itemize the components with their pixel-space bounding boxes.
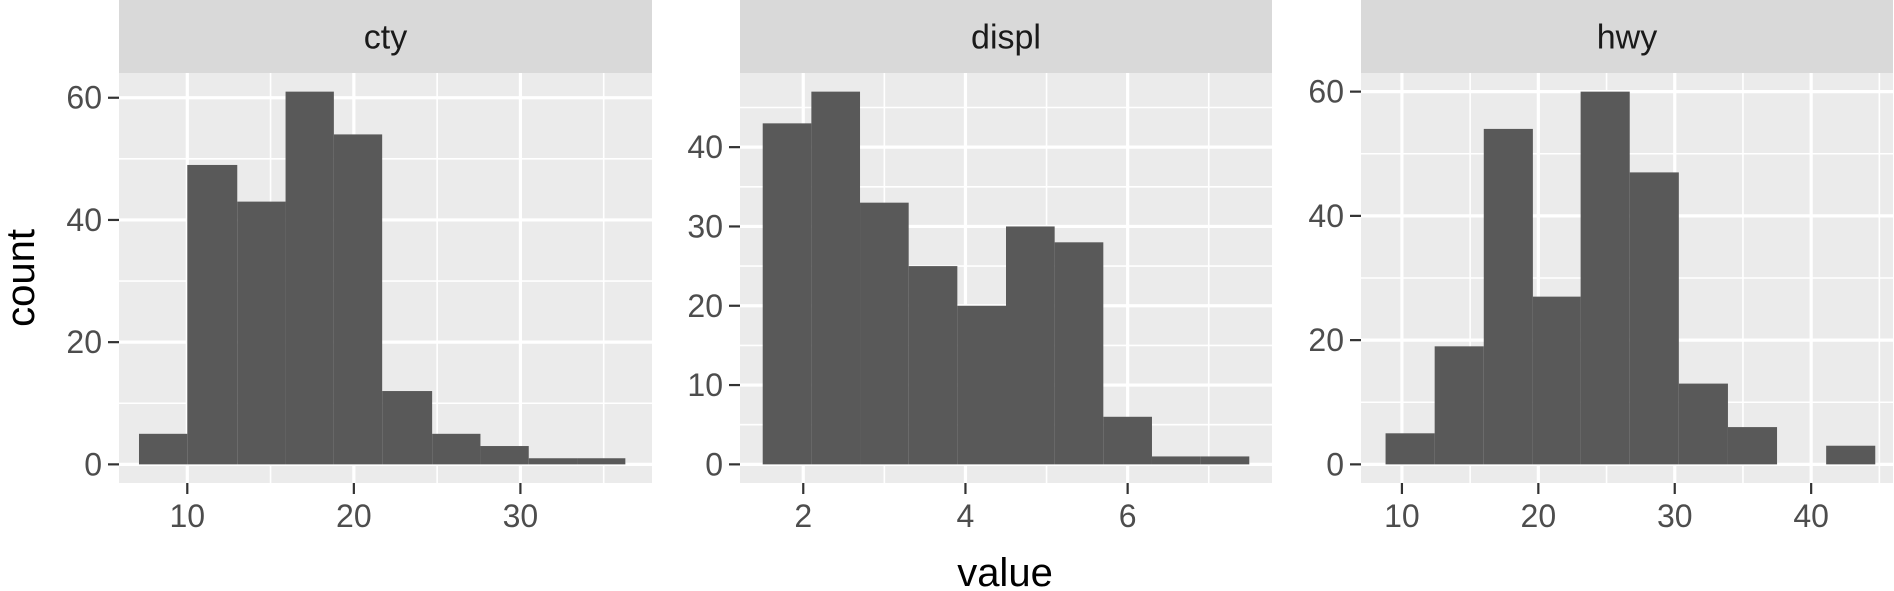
x-tick-label: 10 [169, 498, 205, 534]
y-tick-label: 20 [687, 288, 723, 324]
x-tick-label: 30 [503, 498, 539, 534]
histogram-bar [528, 458, 578, 465]
facet-strip [1361, 0, 1893, 73]
histogram-bar [1678, 383, 1728, 465]
histogram-bar [1826, 445, 1876, 465]
y-tick-label: 0 [705, 446, 723, 482]
histogram-bar [285, 91, 334, 465]
histogram-bar [1434, 346, 1484, 465]
x-tick-label: 20 [336, 498, 372, 534]
y-tick-label: 20 [1308, 322, 1344, 358]
facet-strip [119, 0, 652, 73]
histogram-bar [811, 91, 861, 465]
histogram-bar [187, 164, 238, 465]
histogram-bar [1006, 226, 1055, 465]
histogram-bar [762, 123, 812, 465]
x-tick-label: 30 [1657, 498, 1693, 534]
histogram-bar [860, 202, 909, 465]
facet-cty: cty 0 20 40 60 10 20 30 [66, 0, 652, 534]
y-tick-label: 30 [687, 208, 723, 244]
histogram-bar [1103, 416, 1152, 465]
x-axis-title: value [957, 551, 1053, 591]
histogram-bar [957, 305, 1006, 465]
y-tick-label: 40 [66, 202, 102, 238]
histogram-bar [237, 201, 286, 465]
histogram-bar [1483, 128, 1533, 465]
histogram-bar [1151, 456, 1201, 465]
facet-strip [740, 0, 1272, 73]
facet-strip-label: displ [971, 19, 1041, 57]
y-tick-label: 0 [84, 446, 102, 482]
y-tick-label: 60 [1308, 74, 1344, 110]
histogram-bar [382, 391, 433, 465]
histogram-bar [1200, 456, 1250, 465]
histogram-bar [577, 458, 626, 465]
y-tick-label: 40 [1308, 198, 1344, 234]
facet-displ: displ 0 10 20 30 40 2 4 6 [687, 0, 1272, 534]
y-tick-label: 40 [687, 129, 723, 165]
x-tick-label: 20 [1521, 498, 1557, 534]
histogram-bar [1532, 296, 1581, 465]
facet-hwy: hwy 0 20 40 60 10 20 30 40 [1308, 0, 1893, 534]
histogram-bar [1727, 427, 1778, 465]
y-tick-label: 0 [1326, 446, 1344, 482]
histogram-bar [1385, 433, 1435, 465]
histogram-bar [138, 433, 188, 465]
facet-strip-label: hwy [1597, 19, 1657, 57]
x-tick-label: 10 [1384, 498, 1420, 534]
y-tick-label: 60 [66, 80, 102, 116]
histogram-bar [1054, 242, 1104, 465]
histogram-bar [333, 134, 383, 465]
y-tick-label: 20 [66, 324, 102, 360]
x-tick-label: 6 [1119, 498, 1137, 534]
y-tick-label: 10 [687, 367, 723, 403]
x-tick-label: 2 [794, 498, 812, 534]
facet-panels: cty 0 20 40 60 10 20 30 displ 0 10 20 30 40 2 4 6 hwy 0 20 4… [66, 0, 1893, 534]
histogram-bar [480, 446, 529, 465]
histogram-bar [1580, 91, 1630, 465]
histogram-bar [1629, 172, 1679, 465]
y-axis-title: count [0, 229, 43, 327]
facet-strip-label: cty [364, 19, 407, 57]
histogram-bar [908, 266, 958, 465]
x-tick-label: 40 [1793, 498, 1829, 534]
x-tick-label: 4 [957, 498, 975, 534]
histogram-bar [432, 433, 481, 465]
